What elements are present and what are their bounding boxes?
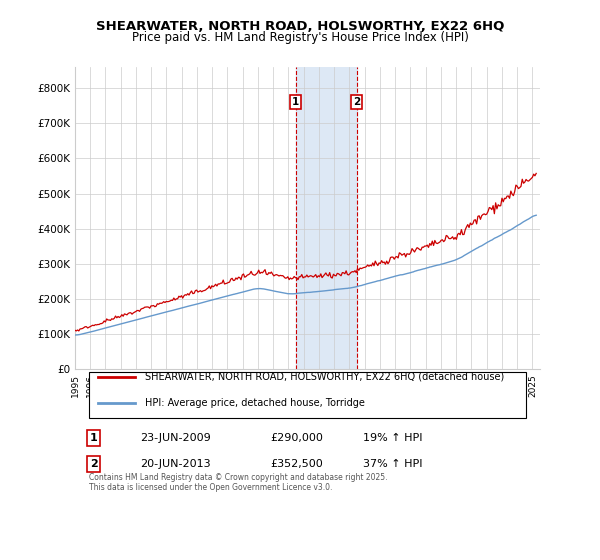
Text: 23-JUN-2009: 23-JUN-2009 — [140, 433, 211, 443]
Text: 1: 1 — [90, 433, 97, 443]
Text: 1: 1 — [292, 97, 299, 108]
Text: Contains HM Land Registry data © Crown copyright and database right 2025.
This d: Contains HM Land Registry data © Crown c… — [89, 473, 388, 492]
Text: 2: 2 — [90, 459, 97, 469]
Text: £352,500: £352,500 — [270, 459, 323, 469]
Text: HPI: Average price, detached house, Torridge: HPI: Average price, detached house, Torr… — [145, 398, 365, 408]
Text: 37% ↑ HPI: 37% ↑ HPI — [364, 459, 423, 469]
Text: Price paid vs. HM Land Registry's House Price Index (HPI): Price paid vs. HM Land Registry's House … — [131, 31, 469, 44]
Text: 20-JUN-2013: 20-JUN-2013 — [140, 459, 211, 469]
Bar — [296, 67, 357, 369]
FancyBboxPatch shape — [89, 372, 526, 418]
Text: SHEARWATER, NORTH ROAD, HOLSWORTHY, EX22 6HQ: SHEARWATER, NORTH ROAD, HOLSWORTHY, EX22… — [96, 20, 504, 32]
Text: SHEARWATER, NORTH ROAD, HOLSWORTHY, EX22 6HQ (detached house): SHEARWATER, NORTH ROAD, HOLSWORTHY, EX22… — [145, 372, 504, 382]
Text: £290,000: £290,000 — [270, 433, 323, 443]
Text: 19% ↑ HPI: 19% ↑ HPI — [364, 433, 423, 443]
Text: 2: 2 — [353, 97, 361, 108]
